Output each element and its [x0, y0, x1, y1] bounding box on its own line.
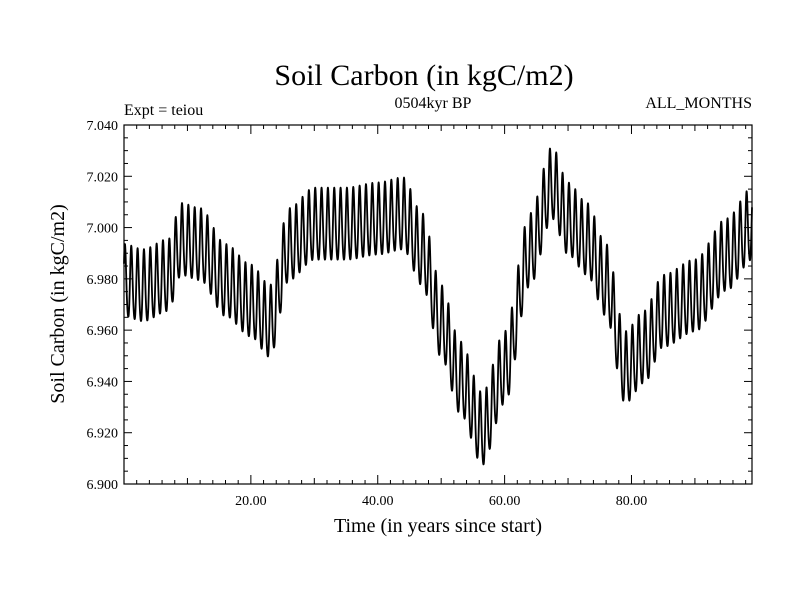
plot-area: 6.900 6.920 6.940 6.960 6.980 7.000 7.020 7.040… [87, 119, 753, 509]
y-tick-label: 7.040 [87, 119, 119, 134]
x-axis: 20.00 40.00 60.00 80.00 [136, 125, 747, 509]
experiment-label: Expt = teiou [124, 102, 203, 119]
months-label: ALL_MONTHS [645, 95, 752, 112]
y-tick-label: 6.900 [87, 478, 119, 493]
y-tick-label: 6.920 [87, 427, 119, 442]
soil-carbon-series-line [123, 147, 753, 466]
y-tick-label: 7.020 [87, 170, 119, 185]
x-tick-label: 20.00 [235, 494, 267, 509]
chart-subtitle: 0504kyr BP [395, 95, 472, 112]
y-axis-label: Soil Carbon (in kgC/m2) [47, 204, 69, 403]
chart-title: Soil Carbon (in kgC/m2) [274, 59, 573, 92]
y-tick-label: 7.000 [87, 222, 119, 237]
x-tick-label: 60.00 [489, 494, 521, 509]
x-tick-label: 80.00 [616, 494, 648, 509]
x-axis-label: Time (in years since start) [334, 515, 542, 537]
x-tick-label: 40.00 [362, 494, 394, 509]
y-tick-label: 6.960 [87, 324, 119, 339]
y-axis: 6.900 6.920 6.940 6.960 6.980 7.000 7.020 7.040 [87, 119, 752, 493]
y-tick-label: 6.980 [87, 273, 119, 288]
y-tick-label: 6.940 [87, 375, 119, 390]
